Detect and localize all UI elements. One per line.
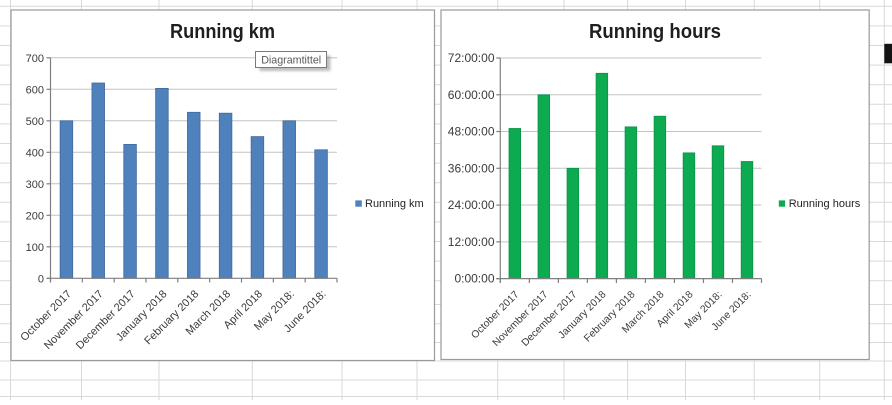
svg-text:500: 500 [26, 116, 44, 128]
svg-text:600: 600 [26, 84, 44, 96]
svg-text:400: 400 [26, 147, 44, 159]
svg-text:Diagramtittel: Diagramtittel [261, 54, 321, 66]
svg-text:24:00:00: 24:00:00 [448, 198, 495, 212]
svg-text:Running hours: Running hours [589, 21, 721, 43]
svg-text:48:00:00: 48:00:00 [448, 125, 495, 139]
svg-text:72:00:00: 72:00:00 [448, 51, 495, 65]
svg-text:700: 700 [26, 53, 44, 65]
svg-text:0: 0 [38, 273, 44, 285]
svg-text:Running hours: Running hours [789, 198, 861, 210]
svg-text:200: 200 [26, 210, 44, 222]
svg-text:12:00:00: 12:00:00 [448, 235, 495, 249]
svg-text:300: 300 [26, 179, 44, 191]
svg-text:36:00:00: 36:00:00 [448, 161, 495, 175]
svg-text:60:00:00: 60:00:00 [448, 88, 495, 102]
svg-text:0:00:00: 0:00:00 [454, 272, 494, 286]
svg-text:Running km: Running km [365, 198, 424, 210]
svg-text:Running km: Running km [170, 21, 275, 43]
svg-text:100: 100 [26, 242, 44, 254]
